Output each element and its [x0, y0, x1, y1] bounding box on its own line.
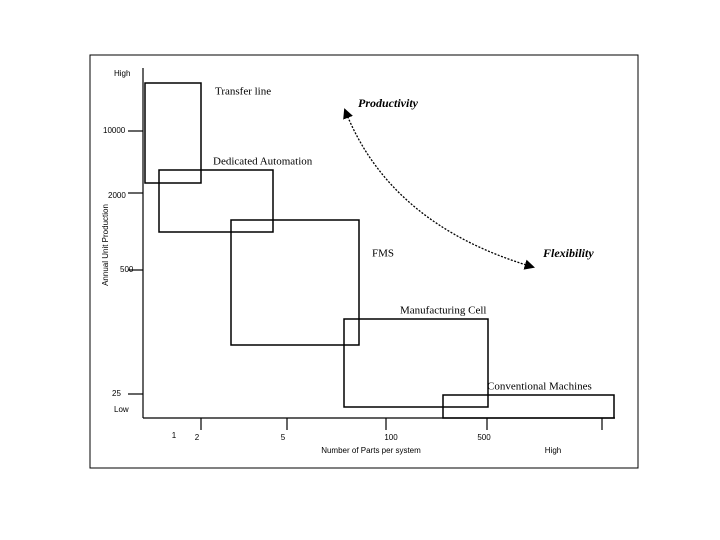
- frame: [89, 54, 639, 469]
- system-box: [144, 82, 202, 184]
- system-box: [442, 394, 615, 419]
- x-tick-label: 1: [172, 431, 177, 440]
- arrow-label: Productivity: [358, 96, 419, 110]
- y-tick-label: High: [114, 69, 130, 78]
- x-axis-title: Number of Parts per system: [321, 446, 421, 455]
- x-tick-label: 5: [281, 433, 286, 442]
- y-tick-label: 500: [120, 265, 134, 274]
- arrow-label: Flexibility: [542, 246, 594, 260]
- system-box: [158, 169, 274, 233]
- y-tick-label: 10000: [103, 126, 126, 135]
- x-ticks: 1 2 5 100 500 High: [172, 418, 603, 455]
- y-axis-title: Annual Unit Production: [101, 204, 110, 286]
- system-label: FMS: [372, 248, 394, 260]
- system-label: Transfer line: [215, 86, 271, 98]
- system-box: [343, 318, 489, 408]
- system-label: Manufacturing Cell: [400, 305, 486, 317]
- system-label: Dedicated Automation: [213, 156, 313, 168]
- system-label: Conventional Machines: [487, 381, 592, 393]
- trade-off-arrow: [343, 108, 535, 270]
- y-tick-label: 25: [112, 389, 121, 398]
- system-box: [230, 219, 360, 346]
- x-tick-label: 2: [195, 433, 200, 442]
- x-tick-label: 500: [477, 433, 491, 442]
- x-tick-label: High: [545, 446, 561, 455]
- y-tick-label: 2000: [108, 191, 126, 200]
- y-tick-label: Low: [114, 405, 129, 414]
- x-tick-label: 100: [384, 433, 398, 442]
- y-ticks: High 10000 2000 500 25 Low: [103, 69, 143, 414]
